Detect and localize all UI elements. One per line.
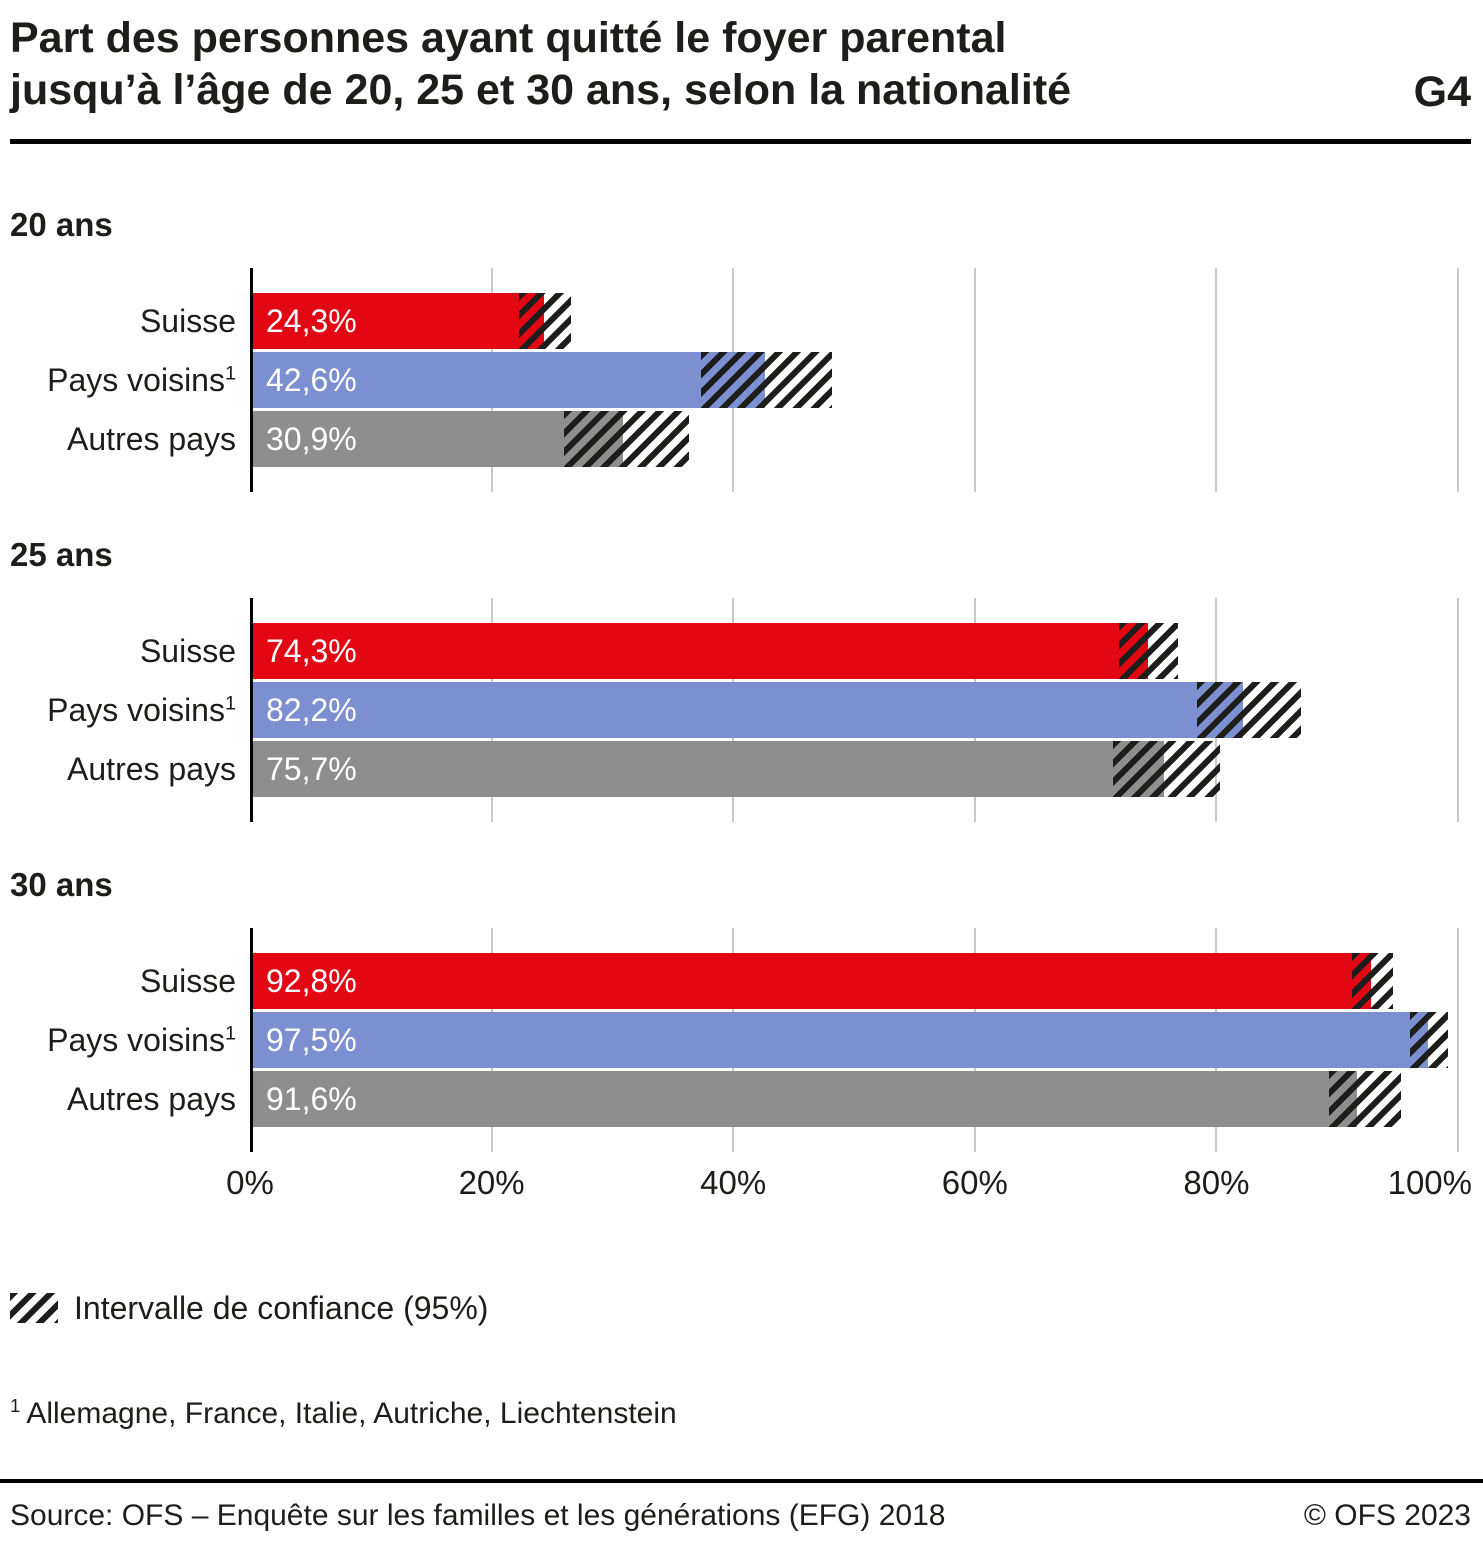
confidence-interval: [564, 410, 689, 467]
confidence-interval: [700, 351, 833, 408]
category-label: Autres pays: [67, 750, 236, 787]
bar-group: 30 ans Suisse 92,8% Pays voisins1 97,5% Autre…: [10, 866, 1471, 1152]
bar-value-label: 91,6%: [266, 1080, 357, 1117]
x-tick-label: 0%: [226, 1163, 274, 1201]
plot-area: Suisse 24,3% Pays voisins1 42,6% Autres pays…: [47, 267, 1459, 492]
chart-groups: 20 ans Suisse 24,3% Pays voisins1 42,6% Autre…: [10, 206, 1471, 1152]
plot-area: Suisse 74,3% Pays voisins1 82,2% Autres pays…: [47, 597, 1459, 822]
bar-group: 25 ans Suisse 74,3% Pays voisins1 82,2% Autre…: [10, 536, 1471, 822]
confidence-interval: [1351, 952, 1393, 1009]
bar-row: Pays voisins1 97,5%: [47, 1011, 1458, 1068]
y-axis-line: [250, 267, 253, 492]
x-axis-labels: 0% 20% 40% 60% 80% 100%: [226, 1163, 1472, 1210]
category-label: Autres pays: [67, 1080, 236, 1117]
group-label: 30 ans: [10, 865, 113, 903]
category-label: Pays voisins1: [47, 691, 236, 728]
bar-row: Suisse 24,3%: [140, 292, 1458, 349]
bar-group: 20 ans Suisse 24,3% Pays voisins1 42,6% Autre…: [10, 206, 1471, 492]
footnote-marker: 1: [224, 1022, 236, 1045]
group-label: 20 ans: [10, 205, 113, 243]
footer: Source: OFS – Enquête sur les familles e…: [0, 1479, 1483, 1553]
bar: 42,6%: [250, 351, 765, 408]
bar: 92,8%: [250, 952, 1372, 1009]
y-axis-line: [250, 927, 253, 1152]
y-axis-line: [250, 597, 253, 822]
gridline: [1215, 267, 1218, 492]
category-label: Suisse: [139, 302, 236, 339]
footnote-marker: 1: [10, 1394, 21, 1416]
bar: 82,2%: [250, 681, 1243, 738]
bars: Suisse 24,3% Pays voisins1 42,6% Autres pays…: [47, 292, 1458, 470]
category-label: Pays voisins1: [47, 1021, 236, 1058]
bar: 75,7%: [250, 740, 1165, 797]
legend: Intervalle de confiance (95%): [10, 1290, 1471, 1327]
gridline: [973, 267, 976, 492]
category-label: Suisse: [139, 632, 236, 669]
bar-row: Pays voisins1 82,2%: [47, 681, 1458, 738]
group-label: 25 ans: [10, 535, 113, 573]
confidence-interval: [1328, 1070, 1402, 1127]
figure-id: G4: [1413, 67, 1471, 116]
confidence-interval: [1409, 1011, 1449, 1068]
bar-row: Autres pays 75,7%: [67, 740, 1458, 797]
bar-value-label: 42,6%: [266, 361, 357, 398]
bar-value-label: 30,9%: [266, 420, 357, 457]
footer-copyright: © OFS 2023: [1303, 1499, 1471, 1532]
page: Part des personnes ayant quitté le foyer…: [10, 12, 1472, 1431]
title-rule: [10, 138, 1471, 144]
x-tick-label: 60%: [941, 1163, 1008, 1201]
bar-value-label: 75,7%: [266, 750, 357, 787]
bar: 24,3%: [250, 292, 544, 349]
x-tick-label: 20%: [458, 1163, 525, 1201]
gridline: [1457, 267, 1459, 492]
bar-value-label: 92,8%: [266, 962, 357, 999]
bar-value-label: 82,2%: [266, 691, 357, 728]
chart: 20 ans Suisse 24,3% Pays voisins1 42,6% Autre…: [10, 206, 1472, 1210]
title-line-2: jusqu’à l’âge de 20, 25 et 30 ans, selon…: [10, 66, 1072, 115]
confidence-interval: [1118, 622, 1178, 679]
header: Part des personnes ayant quitté le foyer…: [10, 12, 1471, 117]
confidence-interval: [519, 292, 572, 349]
confidence-interval-swatch: [10, 1293, 58, 1324]
confidence-interval: [1112, 740, 1220, 797]
bar-row: Suisse 92,8%: [140, 952, 1458, 1009]
category-label: Autres pays: [67, 420, 236, 457]
x-tick-label: 40%: [700, 1163, 767, 1201]
gridline: [1457, 597, 1459, 822]
bar: 91,6%: [250, 1070, 1357, 1127]
bar: 97,5%: [250, 1011, 1428, 1068]
bars: Suisse 74,3% Pays voisins1 82,2% Autres pays…: [47, 622, 1458, 800]
gridline: [1457, 927, 1459, 1152]
footer-source: Source: OFS – Enquête sur les familles e…: [10, 1499, 946, 1532]
bar-row: Autres pays 91,6%: [67, 1070, 1458, 1127]
bar-value-label: 74,3%: [266, 632, 357, 669]
legend-label: Intervalle de confiance (95%): [74, 1289, 489, 1326]
bars: Suisse 92,8% Pays voisins1 97,5% Autres pays…: [47, 952, 1458, 1130]
title-line-1: Part des personnes ayant quitté le foyer…: [10, 14, 1007, 62]
footnote-marker: 1: [224, 362, 236, 385]
footnote: 1 Allemagne, France, Italie, Autriche, Li…: [10, 1394, 1471, 1431]
bar-value-label: 24,3%: [266, 302, 357, 339]
bar-row: Autres pays 30,9%: [67, 410, 1458, 467]
chart-title: Part des personnes ayant quitté le foyer…: [10, 12, 1071, 117]
bar-row: Pays voisins1 42,6%: [47, 351, 1458, 408]
confidence-interval: [1197, 681, 1301, 738]
category-label: Suisse: [139, 962, 236, 999]
bar-row: Suisse 74,3%: [140, 622, 1458, 679]
bar: 74,3%: [250, 622, 1148, 679]
x-tick-label: 80%: [1183, 1163, 1250, 1201]
plot-area: Suisse 92,8% Pays voisins1 97,5% Autres pays…: [47, 927, 1459, 1152]
footnote-marker: 1: [224, 692, 236, 715]
x-tick-label: 100%: [1387, 1163, 1472, 1201]
bar-value-label: 97,5%: [266, 1021, 357, 1058]
bar: 30,9%: [250, 410, 624, 467]
footnote-text: Allemagne, France, Italie, Autriche, Lie…: [26, 1396, 677, 1430]
category-label: Pays voisins1: [47, 361, 236, 398]
